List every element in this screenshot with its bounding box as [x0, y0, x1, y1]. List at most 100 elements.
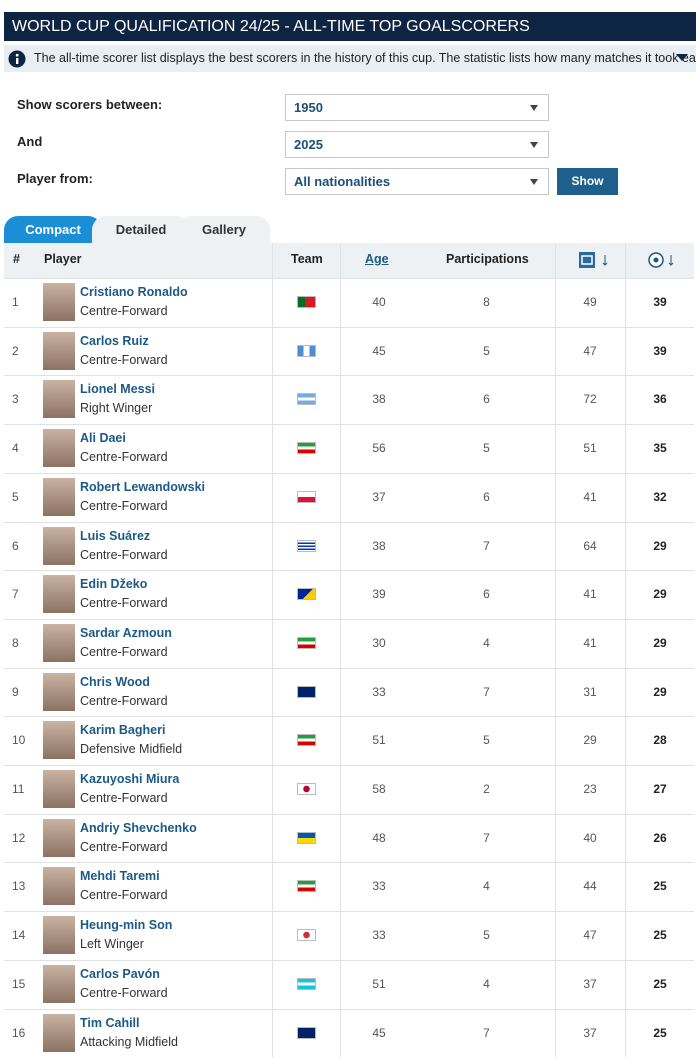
expand-icon[interactable]: [676, 54, 688, 62]
player-name[interactable]: Luis Suárez: [80, 528, 151, 543]
player-name[interactable]: Carlos Ruiz: [80, 333, 149, 348]
goals: 29: [653, 684, 667, 699]
rank: 10: [12, 733, 26, 748]
player-photo: [43, 429, 75, 468]
team-flag: [297, 831, 316, 844]
team-flag: [297, 393, 316, 406]
age: 48: [372, 830, 386, 845]
age: 51: [372, 733, 386, 748]
player-name[interactable]: Andriy Shevchenko: [80, 820, 197, 835]
select[interactable]: 1950: [285, 94, 549, 121]
filter-label: Show scorers between:: [17, 97, 163, 112]
participations: 6: [483, 587, 490, 602]
table-row: [4, 667, 694, 717]
participations: 4: [483, 635, 490, 650]
age: 38: [372, 538, 386, 553]
player-photo: [43, 623, 75, 662]
team-flag: [297, 685, 316, 698]
participations: 6: [483, 489, 490, 504]
participations: 5: [483, 733, 490, 748]
matches-header-icon[interactable]: [578, 251, 618, 269]
team-flag: [297, 442, 316, 455]
player-photo: [43, 867, 75, 906]
rank: 16: [12, 1025, 26, 1040]
matches: 51: [583, 441, 597, 456]
column-header[interactable]: Age: [365, 252, 389, 266]
player-name[interactable]: Karim Bagheri: [80, 723, 166, 738]
table-row: [4, 424, 694, 473]
player-photo: [43, 721, 75, 760]
tab[interactable]: Gallery: [178, 216, 270, 243]
matches: 31: [583, 684, 597, 699]
participations: 6: [483, 392, 490, 407]
player-position: Centre-Forward: [80, 596, 168, 611]
tab[interactable]: Compact: [4, 216, 102, 243]
participations: 7: [483, 538, 490, 553]
info-icon: [8, 50, 26, 68]
select[interactable]: All nationalities: [285, 168, 549, 195]
table-row: [4, 862, 694, 911]
rank: 1: [12, 295, 19, 309]
age: 45: [372, 343, 386, 358]
player-photo: [43, 380, 75, 419]
player-photo: [43, 575, 75, 614]
team-flag: [297, 929, 316, 942]
player-name[interactable]: Edin Džeko: [80, 577, 148, 592]
goals: 28: [653, 733, 667, 748]
player-name[interactable]: Chris Wood: [80, 674, 150, 689]
column-header: Participations: [446, 252, 529, 266]
goals: 26: [653, 830, 667, 845]
matches: 72: [583, 392, 597, 407]
rank: 2: [12, 343, 19, 358]
player-position: Attacking Midfield: [80, 1034, 178, 1049]
player-photo: [43, 331, 75, 370]
select[interactable]: 2025: [285, 131, 549, 158]
player-position: Centre-Forward: [80, 498, 168, 513]
team-flag: [297, 588, 316, 601]
player-position: Centre-Forward: [80, 450, 168, 465]
player-name[interactable]: Lionel Messi: [80, 382, 156, 397]
matches: 23: [583, 782, 597, 796]
goals: 25: [653, 976, 667, 991]
participations: 7: [483, 830, 490, 845]
player-name[interactable]: Cristiano Ronaldo: [80, 285, 188, 299]
rank: 9: [12, 684, 19, 699]
player-position: Centre-Forward: [80, 644, 168, 659]
table-row: [4, 618, 694, 668]
age: 37: [372, 489, 386, 504]
page-title: WORLD CUP QUALIFICATION 24/25 - ALL-TIME…: [4, 12, 696, 41]
player-name[interactable]: Robert Lewandowski: [80, 479, 206, 494]
goals: 36: [653, 392, 667, 407]
player-name[interactable]: Tim Cahill: [80, 1015, 140, 1030]
player-name[interactable]: Sardar Azmoun: [80, 625, 172, 640]
table-row: [4, 959, 694, 1009]
matches: 41: [583, 635, 597, 650]
matches: 47: [583, 343, 597, 358]
info-text[interactable]: The all-time scorer list displays the be…: [4, 45, 696, 72]
goals-header-icon[interactable]: [648, 251, 688, 269]
tab[interactable]: Detailed: [92, 216, 190, 243]
filter-label: Player from:: [17, 171, 93, 186]
rank: 8: [12, 635, 19, 650]
participations: 5: [483, 343, 490, 358]
column-header: Player: [44, 252, 82, 266]
player-position: Centre-Forward: [80, 985, 168, 1000]
table-row: [4, 765, 694, 814]
player-name[interactable]: Heung-min Son: [80, 918, 173, 933]
player-name[interactable]: Ali Daei: [80, 431, 126, 446]
age: 56: [372, 441, 386, 456]
column-divider: [340, 243, 341, 1057]
rank: 15: [12, 976, 26, 991]
player-name[interactable]: Kazuyoshi Miura: [80, 772, 180, 786]
player-photo: [43, 672, 75, 711]
player-position: Defensive Midfield: [80, 742, 183, 757]
player-name[interactable]: Mehdi Taremi: [80, 869, 160, 884]
age: 30: [372, 635, 386, 650]
player-name[interactable]: Carlos Pavón: [80, 966, 160, 981]
goals: 25: [653, 1025, 667, 1040]
matches: 37: [583, 976, 597, 991]
show-button[interactable]: Show: [557, 168, 618, 195]
team-flag: [297, 880, 316, 893]
player-position: Centre-Forward: [80, 693, 168, 708]
age: 40: [372, 295, 386, 309]
